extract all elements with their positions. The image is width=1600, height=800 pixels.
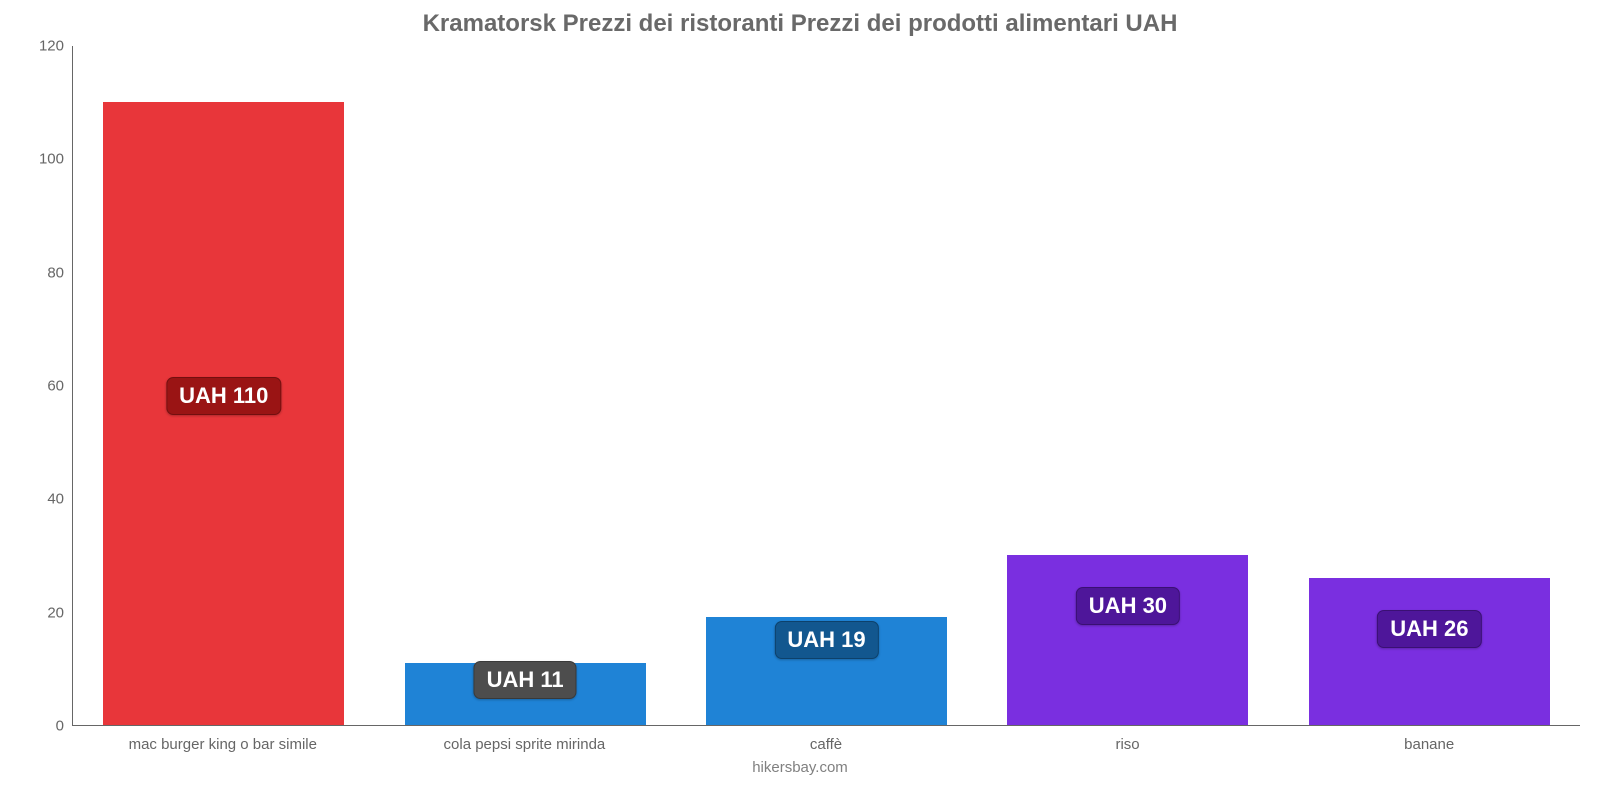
y-tick-label: 120 bbox=[39, 38, 64, 55]
y-tick-label: 100 bbox=[39, 151, 64, 168]
y-tick-label: 40 bbox=[47, 491, 64, 508]
chart-title: Kramatorsk Prezzi dei ristoranti Prezzi … bbox=[20, 10, 1580, 38]
value-badge: UAH 26 bbox=[1377, 610, 1481, 648]
x-axis-labels: mac burger king o bar similecola pepsi s… bbox=[72, 726, 1580, 753]
y-tick-label: 0 bbox=[56, 718, 64, 735]
chart-source: hikersbay.com bbox=[20, 759, 1580, 776]
chart-container: Kramatorsk Prezzi dei ristoranti Prezzi … bbox=[0, 0, 1600, 800]
y-tick-label: 60 bbox=[47, 378, 64, 395]
bar bbox=[1309, 578, 1550, 725]
x-tick-label: banane bbox=[1278, 726, 1580, 753]
x-tick-label: riso bbox=[977, 726, 1279, 753]
y-tick-label: 80 bbox=[47, 264, 64, 281]
x-tick-label: caffè bbox=[675, 726, 977, 753]
bars-layer: UAH 110 UAH 11 UAH 19 UAH 30 UAH 26 bbox=[73, 46, 1580, 725]
x-tick-label: mac burger king o bar simile bbox=[72, 726, 374, 753]
plot-area: UAH 110 UAH 11 UAH 19 UAH 30 UAH 26 bbox=[72, 46, 1580, 726]
bar-slot: UAH 30 bbox=[977, 46, 1278, 725]
bar-slot: UAH 110 bbox=[73, 46, 374, 725]
value-badge: UAH 19 bbox=[774, 621, 878, 659]
bar bbox=[1007, 555, 1248, 725]
value-badge: UAH 30 bbox=[1076, 587, 1180, 625]
y-tick-label: 20 bbox=[47, 604, 64, 621]
bar-slot: UAH 19 bbox=[676, 46, 977, 725]
x-tick-label: cola pepsi sprite mirinda bbox=[374, 726, 676, 753]
value-badge: UAH 110 bbox=[166, 377, 281, 415]
value-badge: UAH 11 bbox=[474, 661, 577, 699]
bar-slot: UAH 11 bbox=[374, 46, 675, 725]
plot-row: 020406080100120 UAH 110UAH 11UAH 19UAH 3… bbox=[20, 46, 1580, 726]
y-axis: 020406080100120 bbox=[20, 46, 72, 726]
bar-slot: UAH 26 bbox=[1279, 46, 1580, 725]
